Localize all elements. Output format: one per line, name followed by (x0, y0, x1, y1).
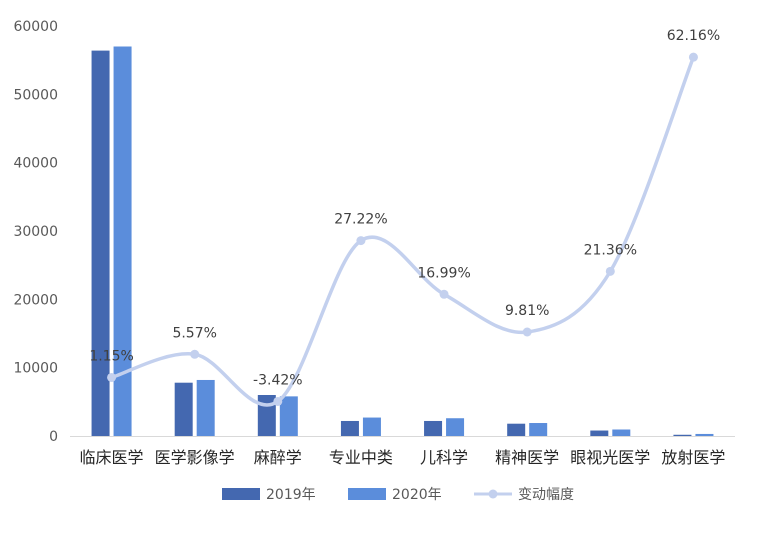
change-rate-label: 1.15% (89, 348, 133, 364)
bar-2020 (279, 396, 298, 436)
y-tick-label: 20000 (13, 292, 58, 308)
y-tick-label: 50000 (13, 87, 58, 103)
change-rate-point (688, 52, 698, 62)
y-tick-label: 30000 (13, 224, 58, 240)
legend-label: 2020年 (392, 487, 442, 503)
bar-2019 (340, 420, 359, 436)
legend-swatch (222, 488, 260, 500)
legend: 2019年 2020年 变动幅度 (222, 487, 574, 503)
x-tick-label: 精神医学 (495, 448, 559, 467)
x-tick-label: 眼视光医学 (570, 448, 650, 467)
bar-2020 (113, 46, 132, 436)
y-tick-label: 60000 (13, 19, 58, 35)
change-rate-label: -3.42% (253, 372, 303, 388)
change-rate-label: 9.81% (505, 303, 549, 319)
y-tick-label: 40000 (13, 156, 58, 172)
bar-2019 (673, 434, 692, 436)
change-rate-label: 5.57% (172, 325, 216, 341)
legend-marker (488, 489, 498, 499)
bar-2020 (695, 433, 714, 436)
axis-layer: 0 10000 20000 30000 40000 50000 60000 临床医学 医学影像学… (13, 19, 735, 467)
x-tick-label: 放射医学 (661, 448, 725, 467)
y-tick-label: 10000 (13, 361, 58, 377)
change-rate-point (107, 372, 117, 382)
legend-label: 2019年 (266, 487, 316, 503)
bars-layer (91, 46, 714, 436)
bar-2020 (196, 379, 215, 436)
bar-2020 (529, 423, 548, 436)
bar-2019 (590, 430, 609, 436)
change-rate-point (273, 396, 283, 406)
x-tick-label: 临床医学 (80, 448, 144, 467)
change-rate-point (439, 289, 449, 299)
change-rate-point (522, 327, 532, 337)
change-rate-point (356, 236, 366, 246)
bar-2019 (424, 420, 443, 436)
change-rate-label: 62.16% (667, 28, 720, 44)
line-layer: 1.15% 5.57% -3.42% 27.22% 16.99% 9.81% 21.36% 6… (89, 28, 720, 407)
x-tick-label: 儿科学 (420, 448, 468, 467)
change-rate-label: 21.36% (584, 242, 637, 258)
x-tick-label: 专业中类 (329, 448, 393, 467)
bar-2019 (174, 382, 193, 436)
change-rate-label: 27.22% (334, 212, 387, 228)
bar-2019 (257, 395, 276, 436)
bar-2019 (507, 423, 526, 436)
bar-2019 (91, 50, 110, 436)
change-rate-point (190, 349, 200, 359)
bar-2020 (362, 417, 381, 436)
x-tick-label: 医学影像学 (155, 448, 235, 467)
bar-2020 (446, 418, 465, 436)
legend-label: 变动幅度 (518, 487, 574, 503)
change-rate-line (111, 56, 696, 407)
change-rate-point (605, 266, 615, 276)
legend-swatch (348, 488, 386, 500)
change-rate-label: 16.99% (417, 265, 470, 281)
bar-2020 (612, 429, 631, 436)
x-tick-label: 麻醉学 (254, 448, 302, 467)
y-tick-label: 0 (49, 429, 58, 445)
